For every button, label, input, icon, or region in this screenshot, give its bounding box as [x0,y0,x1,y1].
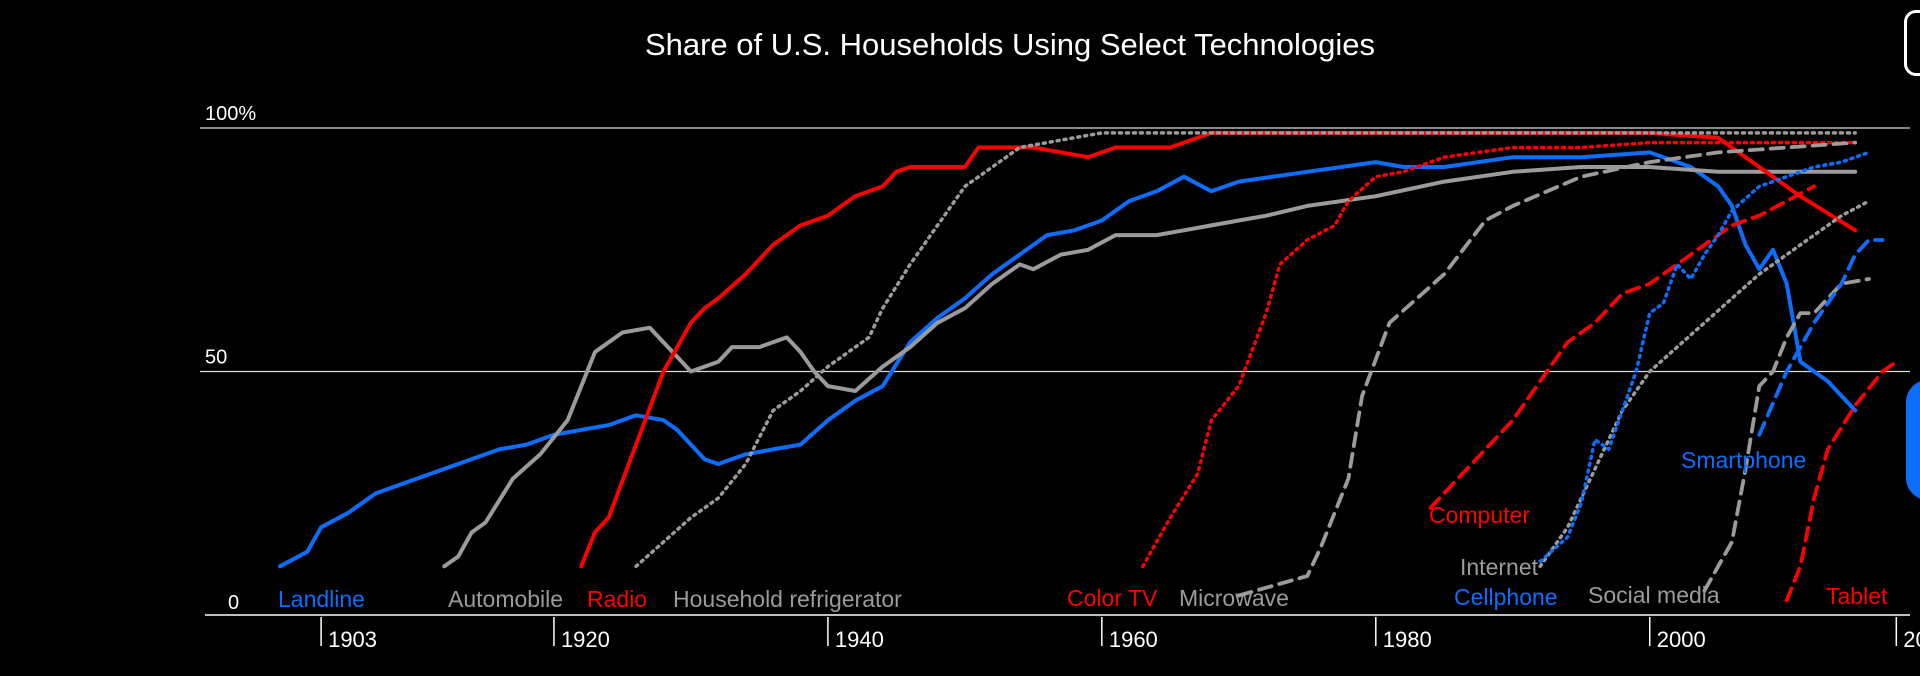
series-line-internet [1538,199,1871,569]
series-label-tablet: Tablet [1826,583,1888,609]
x-tick-label: 1920 [561,627,610,652]
x-tick-label: 2018 [1903,627,1920,652]
series-line-automobile [442,165,1858,569]
series-line-household-refrigerator [634,131,1857,569]
series-label-household-refrigerator: Household refrigerator [673,586,902,612]
series-label-color-tv: Color TV [1067,585,1158,611]
edge-decoration [1906,380,1920,500]
series-label-microwave: Microwave [1179,585,1289,611]
series-line-smartphone [1757,238,1885,437]
edge-decoration [1904,10,1920,76]
series-line-tablet [1784,359,1899,603]
y-tick-label: 0 [228,592,239,614]
x-tick-label: 1960 [1109,627,1158,652]
series-line-cellphone [1538,150,1871,564]
x-tick-label: 1940 [835,627,884,652]
series-line-landline [278,150,1858,569]
chart-title: Share of U.S. Households Using Select Te… [645,27,1375,62]
x-tick-label: 2000 [1657,627,1706,652]
series-line-microwave [1236,140,1858,598]
series-label-internet: Internet [1460,554,1539,580]
series-label-smartphone: Smartphone [1681,447,1806,473]
series-label-cellphone: Cellphone [1454,584,1558,610]
series-line-color-tv [1141,140,1857,569]
series-line-radio [579,130,1858,569]
x-tick-label: 1980 [1383,627,1432,652]
series-label-radio: Radio [587,586,647,612]
series-label-automobile: Automobile [448,586,563,612]
series-line-social-media [1702,277,1871,593]
series-label-computer: Computer [1429,502,1530,528]
series-label-social-media: Social media [1588,582,1720,608]
y-tick-label: 100% [205,103,256,125]
x-tick-label: 1903 [328,627,377,652]
series-label-landline: Landline [278,586,365,612]
series-line-computer [1428,184,1816,510]
y-tick-label: 50 [205,347,227,369]
